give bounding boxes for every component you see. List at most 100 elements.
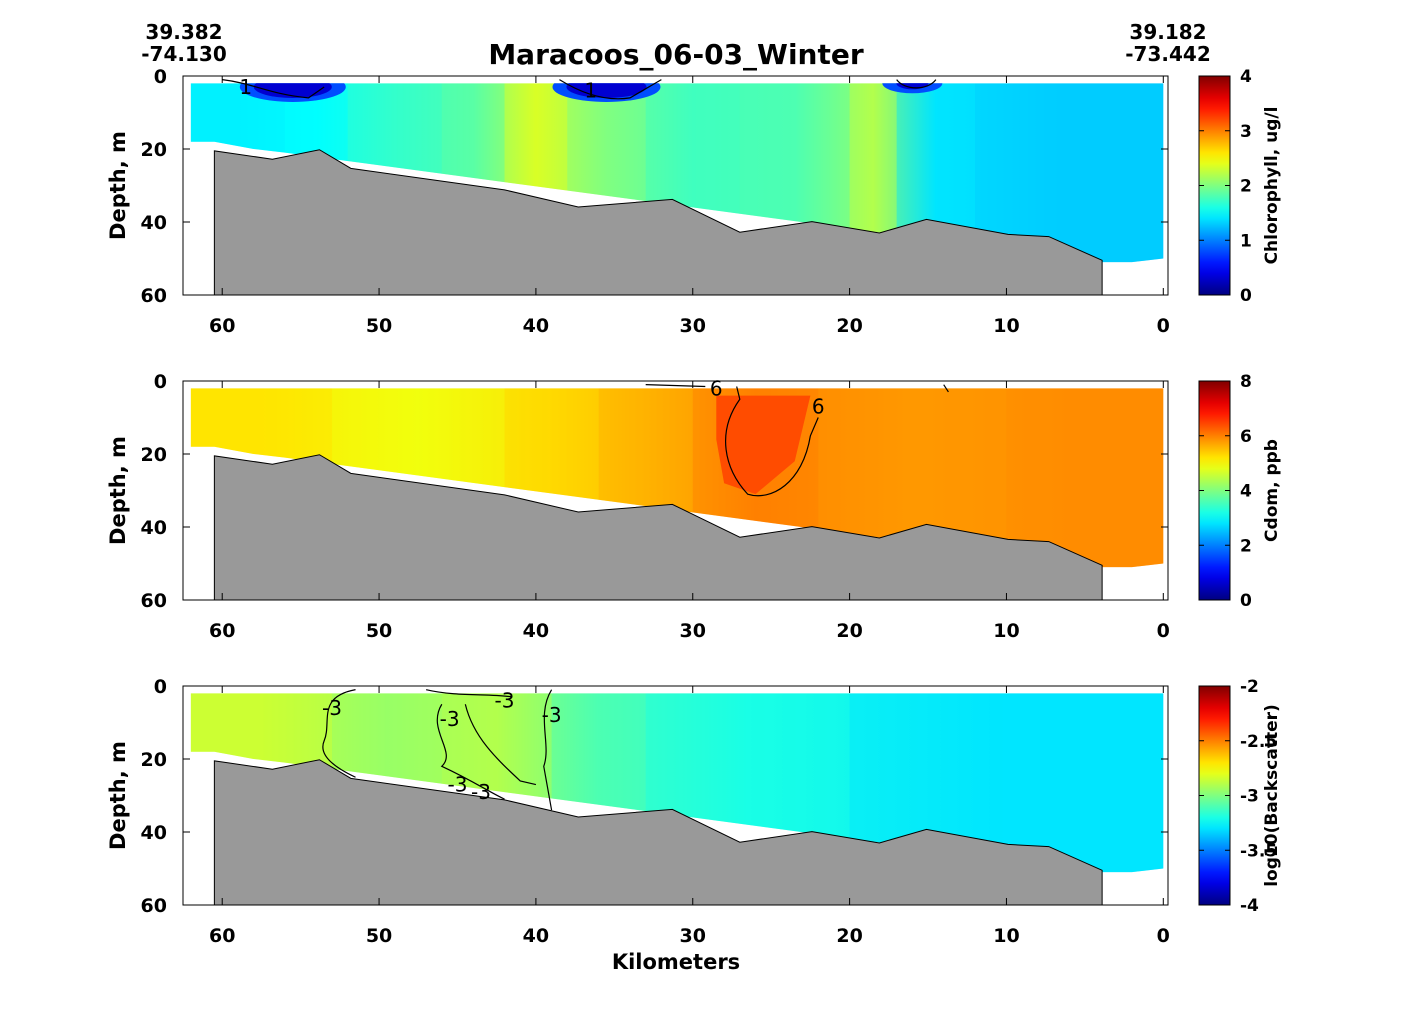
- contour-label-backscatter-4: -3: [448, 773, 468, 797]
- x-axis-label: Kilometers: [611, 950, 741, 974]
- colorbar-label-cdom: Cdom, ppb: [1262, 439, 1282, 542]
- colorbar-tick-label: 2: [1240, 177, 1252, 197]
- contour-label-chlorophyll-0: 1: [239, 75, 252, 99]
- contour-line-cdom-2: [943, 384, 949, 393]
- contour-line-chlorophyll-1: [559, 79, 662, 100]
- chl-low-core-0: [253, 83, 332, 98]
- contour-label-backscatter-2: -3: [495, 689, 515, 713]
- colorbar-chlorophyll: 0 1 2 3 4 Chlorophyll, ug/l: [1198, 67, 1282, 306]
- x-tick-label: 10: [993, 620, 1019, 642]
- cdom-high-patch: [716, 395, 811, 495]
- x-tick-label: 20: [836, 315, 862, 337]
- colorbar-tick-label: -2: [1240, 677, 1259, 697]
- x-tick-label: 40: [523, 925, 549, 947]
- y-axis-label-cdom: Depth, m: [106, 436, 130, 545]
- x-tick-label: 20: [836, 620, 862, 642]
- colorbar-label-chlorophyll: Chlorophyll, ug/l: [1262, 107, 1282, 265]
- y-tick-label: 0: [154, 66, 167, 88]
- figure-title: Maracoos_06-03_Winter: [488, 38, 864, 71]
- contour-label-backscatter-3: -3: [542, 703, 562, 727]
- y-tick-label: 60: [141, 590, 167, 612]
- x-tick-label: 10: [993, 315, 1019, 337]
- x-tick-label: 40: [523, 620, 549, 642]
- colorbar-tick-label: -2.5: [1240, 732, 1277, 752]
- axes-frame-cdom: [182, 380, 1169, 601]
- colorbar-tick-label: 2: [1240, 536, 1252, 556]
- y-axis-label-backscatter: Depth, m: [106, 741, 130, 850]
- colorbar-tick-label: 3: [1240, 122, 1252, 142]
- x-tick-label: 30: [680, 315, 706, 337]
- colorbar-tick-label: -3: [1240, 787, 1259, 807]
- y-tick-label: 40: [141, 212, 167, 234]
- x-tick-label: 60: [209, 925, 235, 947]
- x-tick-label: 0: [1157, 620, 1170, 642]
- x-tick-label: 20: [836, 925, 862, 947]
- contour-line-chlorophyll-0: [222, 79, 325, 99]
- x-tick-label: 0: [1157, 925, 1170, 947]
- band-chlorophyll-10: [975, 83, 1164, 263]
- y-tick-label: 0: [154, 676, 167, 698]
- contour-label-backscatter-5: -3: [471, 780, 491, 804]
- contour-label-cdom-1: 6: [812, 395, 825, 419]
- colorbar-tick-label: -4: [1240, 896, 1259, 916]
- x-tick-label: 10: [993, 925, 1019, 947]
- contour-line-chlorophyll-2: [896, 79, 937, 89]
- colorbar-cdom: 0 2 4 6 8 Cdom, ppb: [1198, 372, 1282, 611]
- y-tick-label: 40: [141, 822, 167, 844]
- colorbar-tick-label: 1: [1240, 231, 1252, 251]
- contour-line-backscatter-3: [464, 704, 537, 786]
- x-tick-label: 40: [523, 315, 549, 337]
- colorbar-tick-label: -3.5: [1240, 841, 1277, 861]
- y-tick-label: 40: [141, 517, 167, 539]
- y-axis-label-chlorophyll: Depth, m: [106, 131, 130, 240]
- x-tick-label: 50: [366, 315, 392, 337]
- x-tick-label: 50: [366, 925, 392, 947]
- x-tick-label: 30: [680, 925, 706, 947]
- contour-label-chlorophyll-1: 1: [584, 79, 597, 103]
- contour-label-backscatter-1: -3: [440, 707, 460, 731]
- y-tick-label: 20: [141, 139, 167, 161]
- end-longitude: -73.442: [1125, 42, 1211, 66]
- seafloor-chlorophyll: [213, 149, 1103, 296]
- y-tick-label: 60: [141, 895, 167, 917]
- seafloor-cdom: [213, 454, 1103, 601]
- colorbar-tick-label: 6: [1240, 427, 1252, 447]
- contour-line-cdom-0: [645, 384, 706, 388]
- seafloor-backscatter: [213, 759, 1103, 906]
- contour-line-backscatter-0: [322, 689, 356, 778]
- x-tick-label: 30: [680, 620, 706, 642]
- colorbar-tick-label: 8: [1240, 372, 1252, 392]
- y-tick-label: 20: [141, 444, 167, 466]
- band-cdom-6: [1006, 388, 1164, 568]
- colorbar-tick-label: 4: [1240, 67, 1252, 87]
- contour-line-backscatter-2: [436, 703, 505, 800]
- y-tick-label: 20: [141, 749, 167, 771]
- colorbar-scale-chlorophyll: [1198, 75, 1231, 296]
- axes-frame-backscatter: [182, 685, 1169, 906]
- chl-low-halo-2: [882, 83, 943, 94]
- y-tick-label: 0: [154, 371, 167, 393]
- contour-line-cdom-1: [725, 386, 819, 497]
- contour-label-backscatter-0: -3: [322, 696, 342, 720]
- contour-line-backscatter-4: [543, 689, 553, 811]
- panel-chlorophyll: 1 1 60 50 40 30 20 10 0 0 20 40 60 Depth, m 0 1 2 3 4 Chlor…: [106, 66, 1282, 337]
- y-tick-label: 60: [141, 285, 167, 307]
- x-tick-label: 60: [209, 315, 235, 337]
- contour-label-cdom-0: 6: [710, 376, 723, 400]
- colorbar-tick-label: 0: [1240, 286, 1252, 306]
- x-tick-label: 0: [1157, 315, 1170, 337]
- colorbar-label-backscatter: log10(Backscatter): [1262, 704, 1282, 887]
- x-tick-label: 60: [209, 620, 235, 642]
- colorbar-tick-label: 4: [1240, 482, 1252, 502]
- panel-cdom: 6 6 60 50 40 30 20 10 0 0 20 40 60 Depth, m 0 2 4 6 8 Cdom,…: [106, 371, 1282, 642]
- end-latitude: 39.182: [1129, 20, 1207, 44]
- colorbar-tick-label: 0: [1240, 591, 1252, 611]
- x-tick-label: 50: [366, 620, 392, 642]
- axes-frame-chlorophyll: [182, 75, 1169, 296]
- contour-line-backscatter-1: [425, 689, 513, 698]
- start-latitude: 39.382: [145, 20, 223, 44]
